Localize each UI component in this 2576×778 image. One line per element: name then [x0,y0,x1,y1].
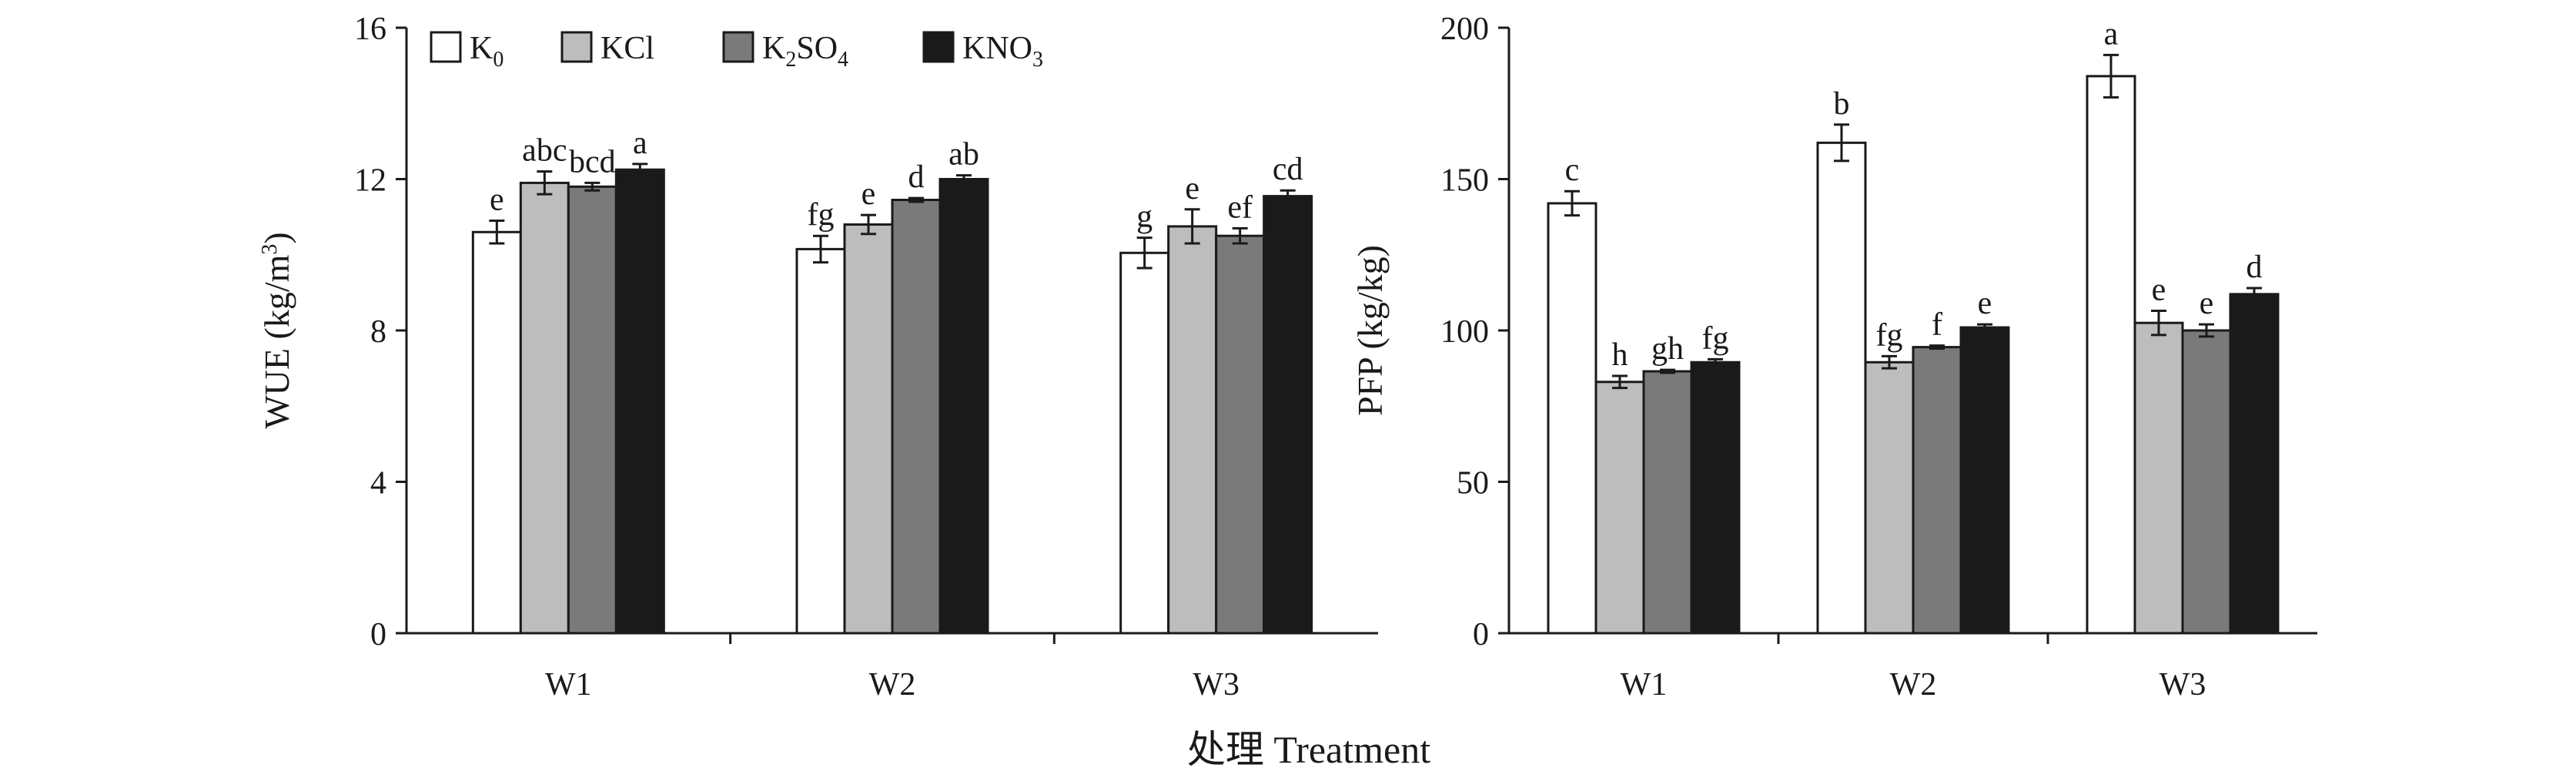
wue-significance-label: ab [948,137,979,173]
wue-bar-kno3-w3 [1263,195,1313,635]
pfp-y-tick-label: 150 [1440,163,1489,199]
pfp-bar-kno3-w2 [1959,326,2010,635]
wue-bar-k0-w3 [1119,251,1170,635]
wue-y-tick-label: 12 [354,163,386,199]
legend-swatch-kcl [560,31,593,63]
legend-swatch-kno3 [922,31,955,63]
pfp-bar-k2so4-w3 [2181,329,2232,635]
wue-x-tick-label: W2 [869,667,916,703]
wue-significance-label: a [633,126,647,161]
pfp-significance-label: e [2152,272,2166,307]
wue-bar-k2so4-w3 [1215,234,1266,635]
wue-y-tick-label: 4 [370,466,386,501]
pfp-bar-kcl-w2 [1864,360,1915,635]
wue-y-tick-label: 8 [370,314,386,350]
wue-bar-k2so4-w1 [567,185,617,635]
x-axis-title: 处理 Treatment [1187,728,1430,771]
pfp-significance-label: h [1612,337,1628,373]
legend-swatch-k2so4 [722,31,754,63]
pfp-y-tick-label: 200 [1440,12,1489,47]
legend-swatch-k0 [430,31,462,63]
wue-x-tick-label: W3 [1193,667,1239,703]
wue-y-axis-title: WUE (kg/m3) [257,232,296,428]
wue-bar-kcl-w1 [519,181,570,635]
wue-significance-label: cd [1273,152,1303,187]
wue-significance-label: g [1136,200,1153,235]
pfp-significance-label: c [1565,153,1580,188]
pfp-bar-k0-w1 [1547,202,1597,635]
pfp-significance-label: f [1932,307,1942,343]
wue-significance-label: e [490,183,504,218]
legend-label-k2so4: K2SO4 [762,31,848,72]
pfp-y-tick-label: 0 [1473,617,1489,652]
wue-bar-k2so4-w2 [891,199,942,635]
wue-bar-kno3-w1 [614,168,665,635]
pfp-y-tick-label: 50 [1457,466,1489,501]
pfp-significance-label: fg [1702,320,1729,356]
pfp-bar-k0-w2 [1816,141,1867,635]
pfp-significance-label: d [2246,250,2263,285]
wue-significance-label: fg [808,197,835,233]
pfp-significance-label: e [1978,286,1992,321]
wue-y-tick-label: 16 [354,12,386,47]
wue-significance-label: e [861,176,876,212]
legend-label-kcl: KCl [601,31,654,66]
pfp-significance-label: b [1834,86,1850,122]
pfp-x-tick-label: W3 [2159,667,2206,703]
legend-label-kno3: KNO3 [962,31,1043,72]
pfp-significance-label: fg [1876,317,1903,353]
wue-y-tick-label: 0 [370,617,386,652]
pfp-x-tick-label: W1 [1621,667,1668,703]
pfp-bar-kno3-w3 [2229,293,2280,635]
wue-bar-kcl-w3 [1167,225,1218,635]
pfp-bar-kno3-w1 [1690,360,1741,635]
pfp-bar-k2so4-w1 [1642,370,1693,635]
pfp-x-tick-label: W2 [1890,667,1937,703]
pfp-y-tick-label: 100 [1440,314,1489,350]
wue-bar-kno3-w2 [938,178,989,635]
pfp-significance-label: gh [1651,331,1684,367]
legend-label-k0: K0 [470,31,503,72]
wue-significance-label: abc [522,133,567,169]
pfp-bar-kcl-w3 [2133,321,2184,635]
wue-significance-label: d [908,159,925,195]
wue-bar-k0-w1 [471,230,522,635]
wue-significance-label: e [1185,171,1199,206]
pfp-significance-label: a [2104,16,2119,52]
wue-bar-kcl-w2 [843,223,894,635]
pfp-significance-label: e [2200,286,2214,321]
wue-significance-label: bcd [569,144,616,179]
legend: K0 KCl K2SO4 KNO3 [430,31,1043,72]
pfp-bar-k2so4-w2 [1912,346,1962,635]
pfp-bar-kcl-w1 [1594,381,1645,635]
wue-x-tick-label: W1 [545,667,592,703]
wue-significance-label: ef [1227,189,1253,225]
pfp-bar-k0-w3 [2086,75,2136,635]
wue-bar-k0-w2 [795,247,846,635]
pfp-y-axis-title: PFP (kg/kg) [1350,245,1390,416]
